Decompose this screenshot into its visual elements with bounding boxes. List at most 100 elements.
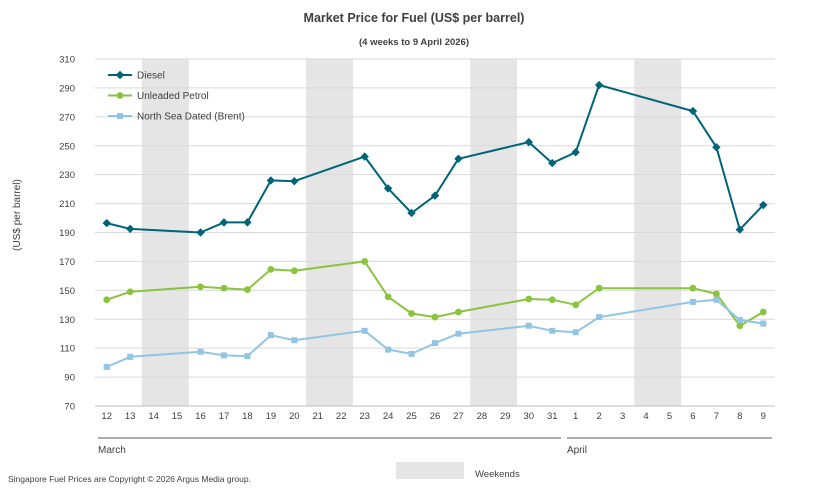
y-tick-label-190: 190 (59, 228, 75, 239)
x-tick-label-22: 3 (620, 411, 625, 422)
data-point-north-sea-dated-brent-2 (596, 314, 603, 321)
weekends-legend-label: Weekends (475, 469, 520, 480)
data-point-unleaded-petrol-7 (712, 290, 720, 298)
y-tick-label-250: 250 (59, 141, 75, 152)
data-point-diesel-2 (594, 80, 604, 90)
y-tick-label-310: 310 (59, 55, 75, 66)
x-tick-label-18: 30 (524, 411, 535, 422)
y-tick-label-170: 170 (59, 257, 75, 268)
data-point-unleaded-petrol-13 (126, 288, 134, 296)
x-tick-label-6: 18 (242, 411, 253, 422)
data-point-north-sea-dated-brent-7 (713, 296, 720, 303)
data-point-diesel-1 (571, 148, 580, 157)
x-tick-label-8: 20 (289, 411, 300, 422)
data-point-diesel-12 (102, 218, 111, 228)
legend-label-diesel: Diesel (137, 71, 165, 82)
x-tick-label-9: 21 (312, 411, 323, 422)
x-tick-label-14: 26 (430, 411, 441, 422)
y-axis-label: (US$ per barrel) (12, 179, 23, 251)
legend-label-north-sea-dated-brent: North Sea Dated (Brent) (137, 112, 245, 123)
data-point-unleaded-petrol-26 (431, 313, 439, 321)
data-point-unleaded-petrol-9 (759, 308, 767, 316)
x-tick-label-10: 22 (336, 411, 347, 422)
data-point-north-sea-dated-brent-18 (244, 353, 251, 360)
data-point-unleaded-petrol-25 (408, 310, 415, 317)
x-tick-label-11: 23 (359, 411, 370, 422)
x-tick-label-20: 1 (573, 411, 578, 422)
y-tick-label-210: 210 (59, 199, 75, 210)
data-point-north-sea-dated-brent-6 (689, 298, 696, 305)
x-tick-label-28: 9 (761, 411, 766, 422)
x-tick-label-27: 8 (737, 411, 742, 422)
legend-marker-unleaded-petrol (116, 92, 124, 99)
data-point-unleaded-petrol-19 (267, 265, 275, 273)
data-point-diesel-7 (712, 142, 721, 152)
data-point-unleaded-petrol-8 (736, 322, 744, 330)
series-line-unleaded-petrol (106, 260, 764, 327)
data-point-diesel-24 (383, 184, 393, 193)
data-point-unleaded-petrol-18 (244, 286, 251, 294)
data-point-diesel-8 (735, 225, 745, 234)
data-point-unleaded-petrol-16 (197, 283, 204, 291)
data-point-north-sea-dated-brent-20 (291, 337, 298, 344)
chart-title: Market Price for Fuel (US$ per barrel) (304, 11, 525, 25)
data-point-unleaded-petrol-23 (361, 258, 369, 265)
legend: Diesel Unleaded Petrol North Sea Dated (Br… (108, 71, 245, 123)
data-point-north-sea-dated-brent-12 (103, 363, 110, 370)
x-tick-label-17: 29 (500, 411, 511, 422)
gridlines (95, 58, 775, 407)
data-point-diesel-23 (360, 152, 369, 161)
data-point-unleaded-petrol-24 (384, 293, 392, 301)
data-point-diesel-19 (266, 176, 276, 185)
x-tick-label-12: 24 (383, 411, 394, 422)
x-tick-label-15: 27 (453, 411, 464, 422)
data-point-unleaded-petrol-31 (548, 296, 556, 304)
series-north-sea-dated-brent (103, 296, 767, 370)
data-point-north-sea-dated-brent-25 (408, 350, 415, 357)
data-point-north-sea-dated-brent-8 (736, 316, 743, 323)
series-line-north-sea-dated-brent (106, 298, 764, 368)
copyright-text: Singapore Fuel Prices are Copyright © 20… (8, 474, 251, 484)
data-point-unleaded-petrol-27 (455, 308, 462, 316)
data-point-diesel-16 (196, 228, 205, 237)
month-label-april: April (567, 445, 587, 456)
y-tick-label-70: 70 (64, 402, 75, 413)
data-point-north-sea-dated-brent-24 (385, 346, 392, 353)
y-tick-label-130: 130 (59, 315, 75, 326)
data-point-north-sea-dated-brent-23 (361, 327, 368, 334)
month-axis: March April (98, 437, 772, 456)
x-tick-label-5: 17 (219, 411, 230, 422)
x-tick-label-24: 5 (667, 411, 672, 422)
data-point-north-sea-dated-brent-26 (432, 340, 438, 347)
x-tick-label-7: 19 (266, 411, 277, 422)
x-axis-ticks: 12 13 14 15 16 17 18 19 20 21 22 23 24 25 26 27 28 29 30 31… (101, 411, 765, 422)
data-point-unleaded-petrol-6 (689, 284, 697, 292)
data-point-diesel-26 (430, 191, 440, 200)
data-point-diesel-31 (548, 158, 557, 168)
data-point-north-sea-dated-brent-31 (549, 327, 556, 334)
x-tick-label-13: 25 (406, 411, 417, 422)
data-point-north-sea-dated-brent-16 (197, 348, 204, 355)
x-tick-label-26: 7 (714, 411, 719, 422)
data-point-unleaded-petrol-30 (525, 295, 533, 303)
data-point-unleaded-petrol-17 (220, 284, 228, 292)
data-point-unleaded-petrol-1 (572, 301, 580, 309)
data-point-diesel-13 (125, 224, 135, 234)
y-tick-label-230: 230 (59, 170, 75, 181)
data-point-north-sea-dated-brent-1 (572, 329, 579, 336)
x-tick-label-4: 16 (195, 411, 206, 422)
x-tick-label-23: 4 (643, 411, 648, 422)
legend-marker-diesel (115, 70, 125, 80)
data-point-diesel-27 (454, 154, 463, 163)
data-point-unleaded-petrol-2 (595, 284, 603, 292)
data-point-north-sea-dated-brent-17 (220, 352, 227, 359)
y-axis-ticks: 70 90 110 130 150 170 190 210 230 250 270 290 310 (59, 55, 75, 413)
x-tick-label-0: 12 (101, 411, 112, 422)
series-lines (102, 80, 768, 370)
data-point-north-sea-dated-brent-27 (455, 330, 462, 337)
data-point-diesel-17 (219, 218, 229, 227)
data-point-unleaded-petrol-12 (103, 296, 111, 304)
month-label-march: March (98, 445, 126, 456)
data-point-diesel-25 (407, 208, 416, 218)
